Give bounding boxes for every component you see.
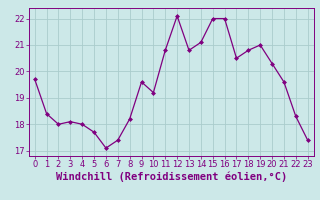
X-axis label: Windchill (Refroidissement éolien,°C): Windchill (Refroidissement éolien,°C) (56, 172, 287, 182)
